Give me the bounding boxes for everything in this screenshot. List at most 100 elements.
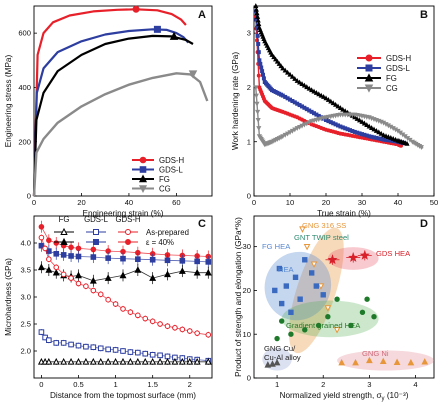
data-point	[53, 251, 60, 257]
plot-frame	[253, 5, 435, 197]
series-line-gds-l	[32, 28, 190, 197]
series-marker-fg	[280, 65, 286, 71]
region-label: FG HEA	[262, 242, 291, 251]
data-point	[45, 266, 53, 273]
series-marker-fg	[390, 135, 396, 141]
legend-marker	[139, 156, 147, 164]
data-point	[149, 274, 157, 281]
data-point	[127, 349, 134, 355]
data-point	[46, 237, 52, 244]
series-marker-fg	[274, 58, 280, 64]
series-marker-fg	[253, 3, 259, 8]
data-point	[60, 340, 67, 346]
data-point-gng-cu-cu-al-alloy	[264, 361, 272, 368]
series-line-gds-h	[32, 8, 187, 197]
series-marker-cg	[255, 118, 261, 123]
x-tick-label: 10	[286, 198, 294, 207]
series-marker-fg	[381, 132, 387, 138]
x-axis-label: Distance from the topmost surface (mm)	[50, 391, 196, 400]
series-marker-cg	[292, 127, 298, 133]
x-tick-label: 20	[77, 198, 85, 207]
series-marker-cg	[285, 131, 291, 137]
data-point	[75, 357, 82, 365]
series-marker-gds-l	[257, 58, 262, 63]
y-tick-label: 3.0	[20, 293, 31, 302]
data-point-hea	[283, 283, 290, 289]
region-label: Cu-Al alloy	[264, 353, 301, 362]
data-point	[120, 255, 126, 262]
data-point	[46, 256, 52, 263]
series-marker-fg	[285, 69, 291, 75]
data-point-gng-316-ss	[317, 283, 325, 290]
data-point-gng-ni	[421, 358, 429, 365]
data-point	[68, 244, 74, 251]
data-point	[52, 357, 60, 365]
series-marker-fg	[369, 125, 375, 130]
data-point	[68, 275, 74, 281]
data-point	[149, 256, 156, 263]
series-marker-fg	[256, 21, 262, 27]
data-point	[38, 329, 45, 335]
data-point	[38, 242, 45, 249]
data-point-gng-316-ss	[299, 226, 306, 233]
region-label: GDS HEA	[376, 249, 411, 258]
data-point	[134, 357, 142, 365]
region-label: GNG Cu/	[264, 344, 296, 353]
panel-letter: D	[420, 218, 428, 230]
series-marker-cg	[311, 118, 317, 124]
legend-marker	[139, 166, 147, 173]
series-marker-fg	[273, 56, 279, 62]
data-point	[60, 271, 67, 278]
x-tick-label: 30	[358, 198, 366, 207]
series-marker-fg	[393, 136, 399, 142]
series-marker-fg	[297, 79, 303, 85]
data-point	[105, 296, 111, 303]
data-point-gds-hea	[359, 250, 370, 260]
series-marker-fg	[311, 88, 317, 94]
series-marker-fg	[304, 84, 310, 90]
series-marker-fg	[359, 119, 365, 124]
series-marker-gds-l	[256, 42, 261, 46]
series-marker-fg	[354, 115, 360, 121]
y-tick-label: 2	[247, 83, 251, 92]
data-point-gng-ni	[407, 358, 415, 366]
series-marker-fg	[321, 94, 327, 99]
data-point	[53, 240, 60, 246]
data-point-gng-ni	[393, 358, 401, 365]
series-marker-gds-l	[256, 50, 261, 55]
series-marker-fg	[385, 134, 391, 140]
series-marker-gds-l	[259, 65, 264, 70]
data-point	[126, 357, 134, 365]
legend-header: GDS-L	[84, 215, 108, 224]
x-tick-label: 60	[172, 198, 180, 207]
series-marker-fg	[278, 63, 284, 69]
series-marker-gds-l	[260, 69, 265, 74]
y-tick-label: 0	[27, 192, 31, 201]
data-point-gradient-grained-hea	[359, 309, 366, 316]
data-point-gds-hea	[348, 252, 359, 262]
data-point	[75, 253, 82, 260]
legend-header: FG	[59, 215, 70, 224]
data-point-gng-ni	[366, 356, 373, 364]
data-point	[75, 280, 82, 287]
data-point	[105, 255, 111, 261]
data-point	[193, 268, 201, 276]
data-point	[149, 318, 156, 325]
legend-label: As-prepared	[146, 228, 189, 237]
legend-marker	[93, 229, 99, 235]
data-point	[194, 330, 200, 336]
data-point-hea	[292, 274, 299, 280]
data-point	[38, 224, 45, 230]
legend-label: FG	[159, 175, 170, 184]
data-point	[164, 257, 171, 264]
series-marker-gds-l	[261, 76, 266, 81]
series-marker-fg	[292, 75, 298, 81]
data-point-gradient-grained-hea	[302, 327, 308, 333]
data-point	[46, 248, 52, 254]
series-marker-fg	[330, 100, 336, 106]
legend-marker	[93, 239, 99, 245]
legend-marker	[125, 239, 131, 245]
data-point-hea	[297, 296, 303, 302]
data-point-gng-316-ss	[333, 327, 341, 334]
